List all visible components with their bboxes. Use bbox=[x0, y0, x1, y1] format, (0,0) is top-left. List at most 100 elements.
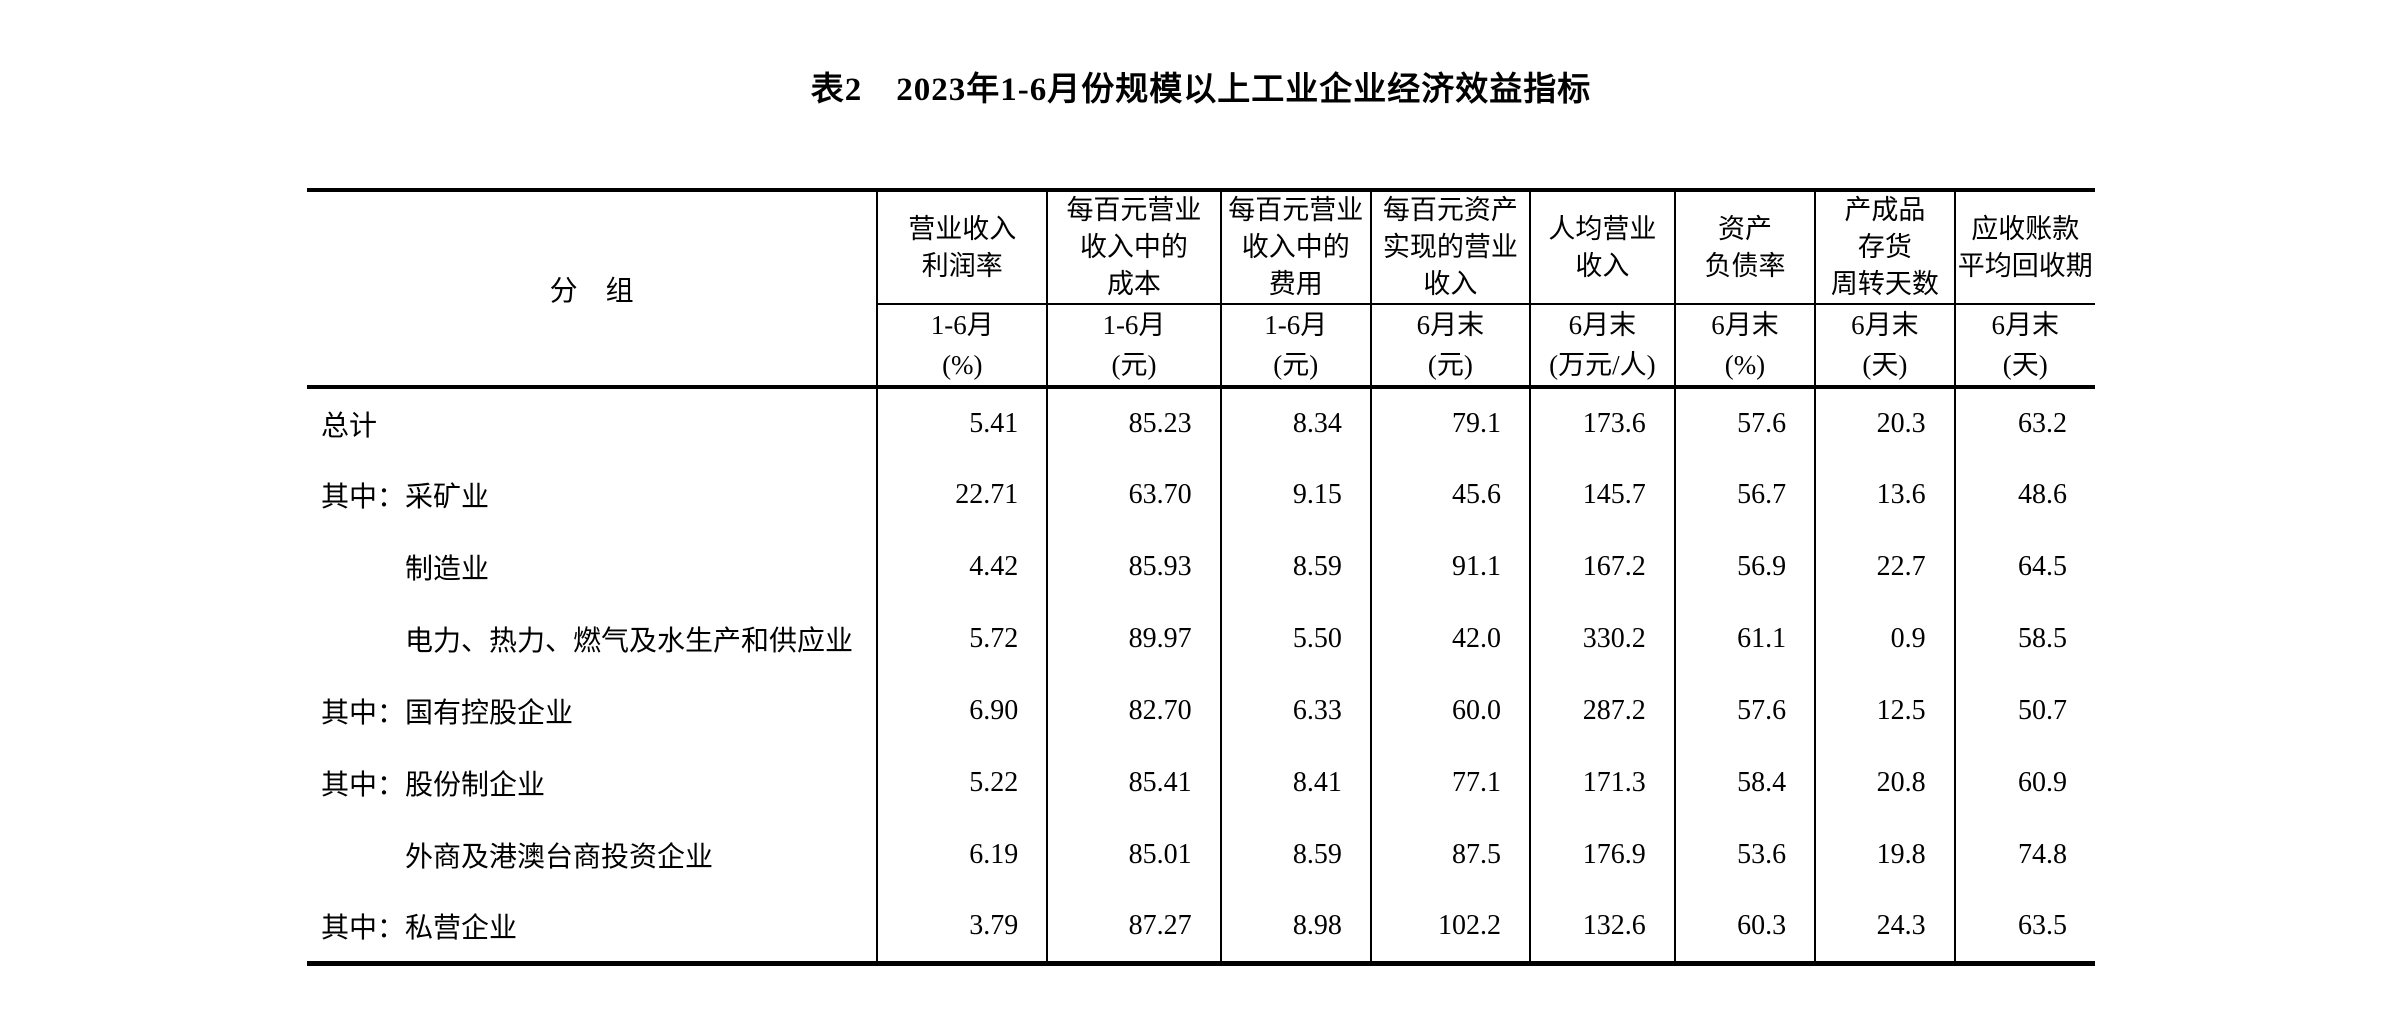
cell-value: 8.59 bbox=[1219, 531, 1371, 603]
period-header: 1-6月 (%) bbox=[876, 304, 1048, 389]
cell-value: 63.2 bbox=[1953, 387, 2095, 459]
cell-value: 20.8 bbox=[1814, 747, 1955, 819]
cell-value: 82.70 bbox=[1046, 675, 1221, 747]
cell-value: 20.3 bbox=[1814, 387, 1955, 459]
column-header-asset-liability-ratio: 资产 负债率 bbox=[1673, 190, 1816, 305]
cell-value: 63.5 bbox=[1953, 891, 2095, 963]
cell-value: 145.7 bbox=[1528, 459, 1675, 531]
cell-value: 79.1 bbox=[1369, 387, 1530, 459]
row-label: 其中：采矿业 bbox=[321, 482, 490, 513]
cell-value: 8.41 bbox=[1219, 747, 1371, 819]
cell-value: 6.90 bbox=[876, 675, 1048, 747]
cell-value: 12.5 bbox=[1814, 675, 1955, 747]
cell-value: 6.33 bbox=[1219, 675, 1371, 747]
cell-value: 56.7 bbox=[1673, 459, 1816, 531]
cell-value: 8.34 bbox=[1219, 387, 1371, 459]
cell-value: 3.79 bbox=[876, 891, 1048, 963]
row-label: 其中：股份制企业 bbox=[321, 770, 546, 801]
cell-value: 132.6 bbox=[1528, 891, 1675, 963]
economic-indicators-table: 分 组 营业收入 利润率 每百元营业 收入中的 成本 每百元营业 收入中的 费用… bbox=[307, 188, 2095, 966]
row-label: 其中：国有控股企业 bbox=[321, 698, 574, 729]
cell-value: 5.22 bbox=[876, 747, 1048, 819]
period-header: 1-6月 (元) bbox=[1046, 304, 1221, 389]
cell-value: 42.0 bbox=[1369, 603, 1530, 675]
cell-value: 50.7 bbox=[1953, 675, 2095, 747]
header-row-indicators: 分 组 营业收入 利润率 每百元营业 收入中的 成本 每百元营业 收入中的 费用… bbox=[307, 190, 2095, 389]
cell-value: 19.8 bbox=[1814, 819, 1955, 891]
column-header-expense-per-100-yuan-revenue: 每百元营业 收入中的 费用 bbox=[1219, 190, 1371, 305]
cell-value: 45.6 bbox=[1369, 459, 1530, 531]
period-header: 6月末 (天) bbox=[1953, 304, 2095, 389]
cell-value: 102.2 bbox=[1369, 891, 1530, 963]
cell-value: 87.27 bbox=[1046, 891, 1221, 963]
row-label: 总计 bbox=[321, 411, 378, 442]
column-header-cost-per-100-yuan-revenue: 每百元营业 收入中的 成本 bbox=[1046, 190, 1221, 305]
cell-value: 176.9 bbox=[1528, 819, 1675, 891]
table-body: 总计 5.41 85.23 8.34 79.1 173.6 57.6 20.3 63.2 其中：采… bbox=[307, 387, 2095, 963]
cell-value: 85.41 bbox=[1046, 747, 1221, 819]
cell-value: 85.93 bbox=[1046, 531, 1221, 603]
table-header: 分 组 营业收入 利润率 每百元营业 收入中的 成本 每百元营业 收入中的 费用… bbox=[307, 190, 2095, 389]
cell-value: 167.2 bbox=[1528, 531, 1675, 603]
cell-value: 77.1 bbox=[1369, 747, 1530, 819]
cell-value: 24.3 bbox=[1814, 891, 1955, 963]
cell-value: 173.6 bbox=[1528, 387, 1675, 459]
cell-value: 171.3 bbox=[1528, 747, 1675, 819]
row-label: 电力、热力、燃气及水生产和供应业 bbox=[405, 626, 854, 657]
cell-value: 57.6 bbox=[1673, 675, 1816, 747]
table-row: 制造业 4.42 85.93 8.59 91.1 167.2 56.9 22.7 64.5 bbox=[307, 531, 2095, 603]
row-label: 制造业 bbox=[405, 554, 490, 585]
period-header: 1-6月 (元) bbox=[1219, 304, 1371, 389]
column-header-receivables-collection-period: 应收账款 平均回收期 bbox=[1953, 190, 2095, 305]
cell-value: 5.72 bbox=[876, 603, 1048, 675]
table-row: 外商及港澳台商投资企业 6.19 85.01 8.59 87.5 176.9 53.6 19.… bbox=[307, 819, 2095, 891]
row-label: 其中：私营企业 bbox=[321, 912, 518, 944]
cell-value: 330.2 bbox=[1528, 603, 1675, 675]
cell-value: 61.1 bbox=[1673, 603, 1816, 675]
period-header: 6月末 (元) bbox=[1369, 304, 1530, 389]
column-header-operating-profit-margin: 营业收入 利润率 bbox=[876, 190, 1048, 305]
cell-value: 22.7 bbox=[1814, 531, 1955, 603]
column-header-group: 分 组 bbox=[307, 190, 878, 389]
cell-value: 57.6 bbox=[1673, 387, 1816, 459]
cell-value: 6.19 bbox=[876, 819, 1048, 891]
table-title: 表2 2023年1-6月份规模以上工业企业经济效益指标 bbox=[810, 72, 1592, 108]
cell-value: 287.2 bbox=[1528, 675, 1675, 747]
cell-value: 9.15 bbox=[1219, 459, 1371, 531]
period-header: 6月末 (天) bbox=[1814, 304, 1955, 389]
cell-value: 58.4 bbox=[1673, 747, 1816, 819]
row-label: 外商及港澳台商投资企业 bbox=[405, 842, 714, 873]
column-header-revenue-per-capita: 人均营业 收入 bbox=[1528, 190, 1675, 305]
cell-value: 5.50 bbox=[1219, 603, 1371, 675]
cell-value: 87.5 bbox=[1369, 819, 1530, 891]
cell-value: 89.97 bbox=[1046, 603, 1221, 675]
table-row: 电力、热力、燃气及水生产和供应业 5.72 89.97 5.50 42.0 330.2 61… bbox=[307, 603, 2095, 675]
table-row: 其中：国有控股企业 6.90 82.70 6.33 60.0 287.2 57.6 12.5 5… bbox=[307, 675, 2095, 747]
cell-value: 74.8 bbox=[1953, 819, 2095, 891]
column-header-inventory-turnover-days: 产成品 存货 周转天数 bbox=[1814, 190, 1955, 305]
table-row: 总计 5.41 85.23 8.34 79.1 173.6 57.6 20.3 63.2 bbox=[307, 387, 2095, 459]
table-row: 其中：采矿业 22.71 63.70 9.15 45.6 145.7 56.7 13.6 48.… bbox=[307, 459, 2095, 531]
cell-value: 56.9 bbox=[1673, 531, 1816, 603]
cell-value: 60.9 bbox=[1953, 747, 2095, 819]
cell-value: 53.6 bbox=[1673, 819, 1816, 891]
cell-value: 8.59 bbox=[1219, 819, 1371, 891]
period-header: 6月末 (万元/人) bbox=[1528, 304, 1675, 389]
header-row-periods: 1-6月 (%) 1-6月 (元) 1-6月 (元) 6月末 (元) 6月末 (… bbox=[307, 304, 2095, 389]
table-row: 其中：私营企业 3.79 87.27 8.98 102.2 132.6 60.3 24.3 63… bbox=[307, 891, 2095, 963]
cell-value: 48.6 bbox=[1953, 459, 2095, 531]
cell-value: 64.5 bbox=[1953, 531, 2095, 603]
cell-value: 0.9 bbox=[1814, 603, 1955, 675]
column-header-revenue-per-100-yuan-assets: 每百元资产 实现的营业 收入 bbox=[1369, 190, 1530, 305]
cell-value: 5.41 bbox=[876, 387, 1048, 459]
period-header: 6月末 (%) bbox=[1673, 304, 1816, 389]
cell-value: 4.42 bbox=[876, 531, 1048, 603]
cell-value: 58.5 bbox=[1953, 603, 2095, 675]
table-row: 其中：股份制企业 5.22 85.41 8.41 77.1 171.3 58.4 20.8 60… bbox=[307, 747, 2095, 819]
cell-value: 85.01 bbox=[1046, 819, 1221, 891]
cell-value: 91.1 bbox=[1369, 531, 1530, 603]
cell-value: 8.98 bbox=[1219, 891, 1371, 963]
cell-value: 60.3 bbox=[1673, 891, 1816, 963]
cell-value: 63.70 bbox=[1046, 459, 1221, 531]
